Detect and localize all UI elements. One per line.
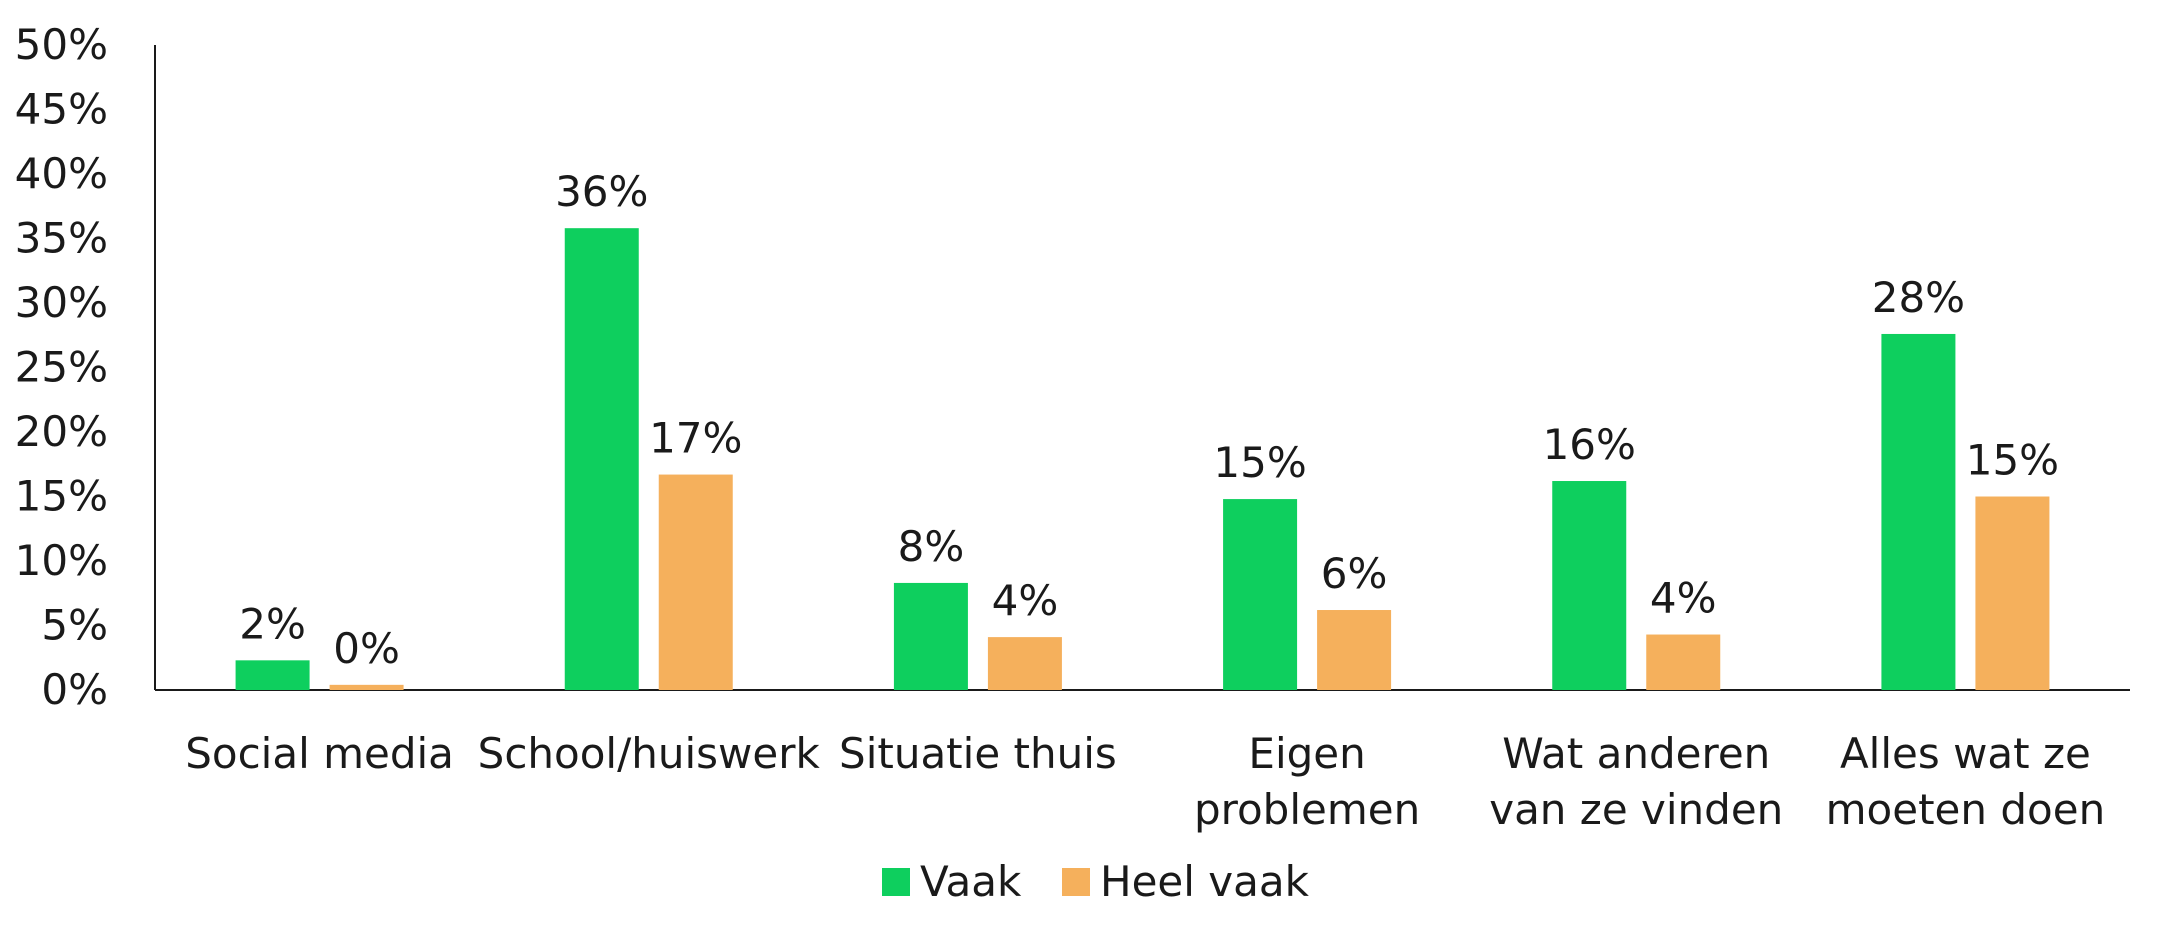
- x-tick-label: Wat anderen: [1502, 729, 1770, 778]
- x-tick-label: Alles wat ze: [1840, 729, 2091, 778]
- data-label: 28%: [1872, 273, 1965, 322]
- bar: [1223, 499, 1298, 690]
- data-label: 6%: [1321, 549, 1388, 598]
- y-tick-label: 40%: [15, 149, 108, 198]
- y-tick-label: 50%: [15, 20, 108, 69]
- bar: [1552, 481, 1627, 690]
- legend-label: Heel vaak: [1100, 857, 1310, 906]
- bar: [987, 637, 1062, 690]
- x-tick-label: problemen: [1194, 785, 1420, 834]
- data-label: 4%: [1650, 574, 1717, 623]
- legend-swatch: [882, 868, 910, 896]
- bar: [329, 684, 404, 690]
- bar: [1881, 333, 1956, 690]
- bar: [1975, 496, 2050, 690]
- y-tick-label: 30%: [15, 278, 108, 327]
- x-tick-label: Eigen: [1248, 729, 1365, 778]
- data-label: 2%: [239, 599, 306, 648]
- bar: [1646, 634, 1721, 690]
- data-label: 4%: [992, 576, 1059, 625]
- bar: [235, 660, 310, 690]
- bar: [893, 582, 968, 690]
- y-tick-label: 15%: [15, 472, 108, 521]
- bar: [1317, 610, 1392, 690]
- data-label: 36%: [555, 167, 648, 216]
- x-tick-label: Situatie thuis: [839, 729, 1117, 778]
- x-tick-label: School/huiswerk: [478, 729, 821, 778]
- x-tick-label: moeten doen: [1826, 785, 2106, 834]
- x-tick-label: van ze vinden: [1489, 785, 1783, 834]
- data-label: 0%: [333, 624, 400, 673]
- y-tick-label: 45%: [15, 85, 108, 134]
- y-tick-label: 5%: [41, 601, 108, 650]
- y-tick-label: 10%: [15, 536, 108, 585]
- y-tick-label: 35%: [15, 214, 108, 263]
- y-tick-label: 20%: [15, 407, 108, 456]
- bar: [564, 228, 639, 690]
- data-label: 15%: [1213, 438, 1306, 487]
- legend-swatch: [1062, 868, 1090, 896]
- data-label: 16%: [1543, 420, 1636, 469]
- data-label: 8%: [898, 522, 965, 571]
- legend-label: Vaak: [920, 857, 1022, 906]
- data-label: 17%: [649, 414, 742, 463]
- y-tick-label: 25%: [15, 343, 108, 392]
- bar: [658, 474, 733, 690]
- data-label: 15%: [1966, 436, 2059, 485]
- x-tick-label: Social media: [185, 729, 454, 778]
- y-tick-label: 0%: [41, 665, 108, 714]
